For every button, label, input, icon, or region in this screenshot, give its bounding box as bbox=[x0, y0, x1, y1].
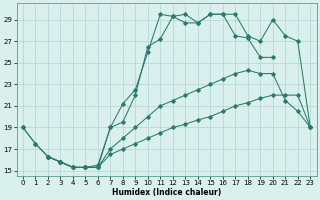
X-axis label: Humidex (Indice chaleur): Humidex (Indice chaleur) bbox=[112, 188, 221, 197]
